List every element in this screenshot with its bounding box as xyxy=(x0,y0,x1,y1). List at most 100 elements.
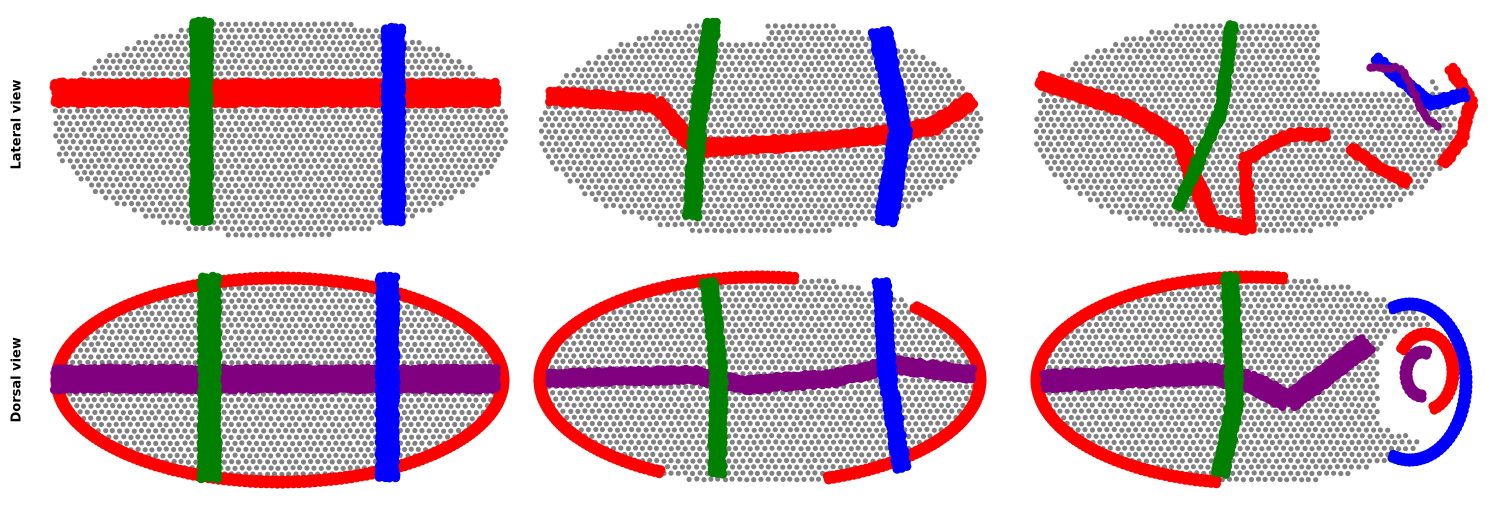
cell-dot xyxy=(362,182,368,188)
cell-dot xyxy=(467,164,473,170)
cell-dot xyxy=(960,135,966,141)
cell-dot xyxy=(304,145,310,151)
cell-dot xyxy=(578,122,584,128)
cell-dot xyxy=(805,66,811,73)
cell-dot xyxy=(330,151,336,157)
cell-dot xyxy=(862,104,869,110)
cell-dot xyxy=(715,221,721,227)
cell-dot xyxy=(110,182,116,188)
cell-dot xyxy=(78,114,84,120)
cell-dot xyxy=(239,195,246,201)
cell-dot xyxy=(773,196,779,202)
cell-dot xyxy=(287,127,293,133)
cell-dot xyxy=(902,48,909,54)
cell-dot xyxy=(719,103,725,110)
cell-dot xyxy=(182,220,189,226)
cell-dot xyxy=(305,220,311,226)
cell-dot xyxy=(359,27,365,34)
cell-dot xyxy=(182,71,188,77)
cell-dot xyxy=(920,54,926,61)
cell-dot xyxy=(449,133,455,139)
cell-dot xyxy=(305,33,311,39)
cell-dot xyxy=(168,71,174,77)
cell-dot xyxy=(463,132,469,138)
cell-dot xyxy=(118,170,124,176)
cell-dot xyxy=(413,120,419,126)
cell-dot xyxy=(344,188,350,194)
cell-dot xyxy=(409,151,415,157)
cell-dot xyxy=(366,163,372,170)
cell-dot xyxy=(175,108,181,114)
cell-dot xyxy=(305,59,311,65)
cell-dot xyxy=(776,103,782,109)
cell-dot xyxy=(225,34,232,40)
cell-dot xyxy=(341,182,347,188)
cell-dot xyxy=(812,104,818,110)
cell-dot xyxy=(881,147,887,153)
cell-dot xyxy=(171,139,178,145)
cell-dot xyxy=(276,219,282,225)
cell-dot xyxy=(910,72,916,79)
cell-dot xyxy=(773,122,779,128)
cell-dot xyxy=(348,220,354,226)
cell-dot xyxy=(686,48,692,54)
cell-dot xyxy=(351,213,357,219)
cell-dot xyxy=(971,153,977,159)
cell-dot xyxy=(755,227,761,233)
cell-dot xyxy=(132,157,138,163)
cell-dot xyxy=(474,126,480,133)
cell-dot xyxy=(315,188,321,194)
cell-dot xyxy=(942,153,948,159)
cell-dot xyxy=(636,209,642,215)
cell-dot xyxy=(178,188,184,194)
cell-dot xyxy=(877,154,883,160)
cell-dot xyxy=(56,126,63,132)
cell-dot xyxy=(952,85,959,91)
cell-dot xyxy=(791,116,797,122)
cell-dot xyxy=(496,114,502,121)
cell-dot xyxy=(607,172,613,178)
cell-dot xyxy=(128,151,134,157)
cell-dot xyxy=(589,153,595,159)
cell-dot xyxy=(247,133,253,139)
cell-dot xyxy=(635,85,641,91)
cell-dot xyxy=(258,39,264,45)
cell-dot xyxy=(794,36,800,42)
cell-dot xyxy=(110,70,116,76)
cell-dot xyxy=(369,157,375,163)
cell-dot xyxy=(345,138,351,145)
cell-dot xyxy=(614,160,620,166)
cell-dot xyxy=(881,110,887,116)
cell-dot xyxy=(737,221,743,227)
cell-dot xyxy=(690,79,696,85)
cell-dot xyxy=(334,170,340,176)
cell-dot xyxy=(286,52,292,58)
cell-dot xyxy=(438,201,444,207)
cell-dot xyxy=(870,153,876,159)
cell-dot xyxy=(258,151,264,157)
cell-dot xyxy=(222,201,228,207)
cell-dot xyxy=(64,127,70,133)
cell-dot xyxy=(812,92,818,98)
cell-dot xyxy=(754,190,760,197)
cell-dot xyxy=(215,139,221,145)
cell-dot xyxy=(831,72,837,79)
cell-dot xyxy=(819,153,825,160)
cell-dot xyxy=(834,104,840,110)
cell-dot xyxy=(920,104,926,110)
cell-dot xyxy=(877,165,883,172)
cell-dot xyxy=(661,215,667,221)
cell-dot xyxy=(869,91,876,97)
cell-dot xyxy=(409,163,415,169)
cell-dot xyxy=(841,91,847,97)
cell-dot xyxy=(636,147,642,153)
cell-dot xyxy=(92,151,98,157)
cell-dot xyxy=(733,191,739,197)
cell-dot xyxy=(945,147,951,153)
cell-dot xyxy=(686,73,692,79)
cell-dot xyxy=(89,182,95,188)
cell-dot xyxy=(427,58,433,64)
cell-dot xyxy=(351,114,357,120)
cell-dot xyxy=(837,184,843,190)
cell-dot xyxy=(89,120,95,126)
